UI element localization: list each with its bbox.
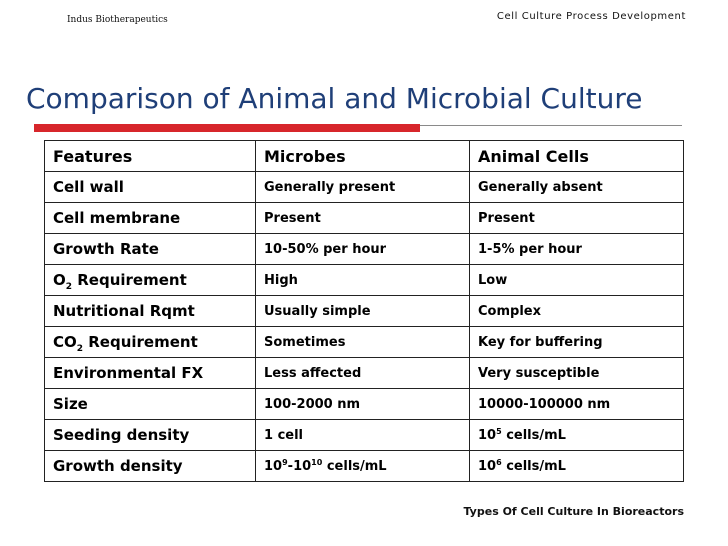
feature-suffix: Requirement	[72, 271, 187, 289]
feature-cell: Nutritional Rqmt	[44, 295, 256, 327]
microbes-cell: High	[255, 264, 470, 296]
comparison-table: Features Microbes Animal Cells Cell wall…	[44, 140, 684, 482]
value-exponent: 6	[496, 457, 502, 467]
animal-cell: 10000-100000 nm	[469, 388, 684, 420]
footer-text: Types Of Cell Culture In Bioreactors	[463, 505, 684, 518]
animal-cell: Low	[469, 264, 684, 296]
value-unit: cells/mL	[501, 458, 566, 474]
feature-prefix: CO	[53, 333, 77, 351]
feature-cell: O2 Requirement	[44, 264, 256, 296]
feature-prefix: O	[53, 271, 66, 289]
feature-subscript: 2	[65, 282, 73, 292]
animal-cell: Complex	[469, 295, 684, 327]
animal-cell: 105 cells/mL	[469, 419, 684, 451]
microbes-cell: Present	[255, 202, 470, 234]
value-exponent: 9	[282, 457, 288, 467]
microbes-cell: Sometimes	[255, 326, 470, 358]
microbes-cell: 109-1010 cells/mL	[255, 450, 470, 482]
feature-cell: Environmental FX	[44, 357, 256, 389]
animal-cell: Present	[469, 202, 684, 234]
value-exponent: 10	[311, 457, 323, 467]
deck-title: Cell Culture Process Development	[496, 11, 686, 22]
table-row: Growth Rate 10-50% per hour 1-5% per hou…	[44, 233, 684, 265]
feature-cell: Cell membrane	[44, 202, 256, 234]
animal-cell: 106 cells/mL	[469, 450, 684, 482]
value-range-dash: -10	[287, 458, 312, 474]
header-animal-cells: Animal Cells	[469, 140, 684, 172]
microbes-cell: Less affected	[255, 357, 470, 389]
value-unit: cells/mL	[501, 427, 566, 443]
header-features: Features	[44, 140, 256, 172]
table-row: Seeding density 1 cell 105 cells/mL	[44, 419, 684, 451]
feature-cell: CO2 Requirement	[44, 326, 256, 358]
table-row: Nutritional Rqmt Usually simple Complex	[44, 295, 684, 327]
title-accent-bar	[34, 124, 420, 132]
feature-cell: Growth Rate	[44, 233, 256, 265]
feature-cell: Growth density	[44, 450, 256, 482]
table-row: Size 100-2000 nm 10000-100000 nm	[44, 388, 684, 420]
slide-title: Comparison of Animal and Microbial Cultu…	[26, 82, 643, 115]
microbes-cell: Generally present	[255, 171, 470, 203]
microbes-cell: 10-50% per hour	[255, 233, 470, 265]
animal-cell: Very susceptible	[469, 357, 684, 389]
table-row: Cell membrane Present Present	[44, 202, 684, 234]
company-name: Indus Biotherapeutics	[67, 15, 168, 25]
value-exponent: 5	[496, 426, 502, 436]
microbes-cell: 100-2000 nm	[255, 388, 470, 420]
table-row: Environmental FX Less affected Very susc…	[44, 357, 684, 389]
feature-cell: Seeding density	[44, 419, 256, 451]
value-base: 10	[478, 458, 497, 474]
table-row: CO2 Requirement Sometimes Key for buffer…	[44, 326, 684, 358]
table-row: Cell wall Generally present Generally ab…	[44, 171, 684, 203]
microbes-cell: Usually simple	[255, 295, 470, 327]
value-base: 10	[478, 427, 497, 443]
feature-cell: Size	[44, 388, 256, 420]
animal-cell: 1-5% per hour	[469, 233, 684, 265]
animal-cell: Key for buffering	[469, 326, 684, 358]
animal-cell: Generally absent	[469, 171, 684, 203]
feature-cell: Cell wall	[44, 171, 256, 203]
feature-suffix: Requirement	[83, 333, 198, 351]
table-header-row: Features Microbes Animal Cells	[44, 140, 684, 172]
value-unit: cells/mL	[322, 458, 387, 474]
value-base: 10	[264, 458, 283, 474]
header-microbes: Microbes	[255, 140, 470, 172]
feature-subscript: 2	[76, 344, 84, 354]
table-row: Growth density 109-1010 cells/mL 106 cel…	[44, 450, 684, 482]
microbes-cell: 1 cell	[255, 419, 470, 451]
table-row: O2 Requirement High Low	[44, 264, 684, 296]
